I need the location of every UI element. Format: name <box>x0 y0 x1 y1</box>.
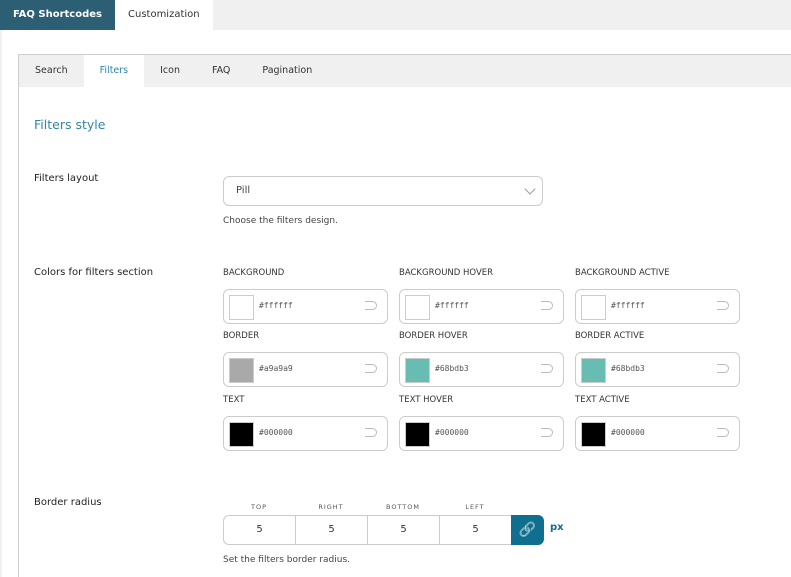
reset-icon[interactable] <box>541 301 553 310</box>
color-field[interactable]: #000000 <box>223 416 388 451</box>
tab-customization[interactable]: Customization <box>115 0 213 30</box>
right-label: RIGHT <box>318 503 344 511</box>
chevron-down-icon <box>524 183 536 195</box>
color-field[interactable]: #000000 <box>399 416 564 451</box>
color-swatch[interactable] <box>229 422 254 447</box>
color-hex[interactable]: #000000 <box>435 428 469 437</box>
color-hex[interactable]: #68bdb3 <box>611 364 645 373</box>
color-hex[interactable]: #ffffff <box>611 301 645 310</box>
top-tabs: FAQ Shortcodes Customization <box>0 0 213 30</box>
top-label: TOP <box>250 503 267 511</box>
reset-icon[interactable] <box>717 364 729 373</box>
color-hex[interactable]: #000000 <box>611 428 645 437</box>
color-swatch[interactable] <box>581 295 606 320</box>
tab-pagination[interactable]: Pagination <box>262 65 313 76</box>
radius-bottom-input[interactable]: 5 <box>367 515 439 545</box>
reset-icon[interactable] <box>541 364 553 373</box>
color-field[interactable]: #ffffff <box>575 289 740 324</box>
color-hex[interactable]: #68bdb3 <box>435 364 469 373</box>
color-label: BACKGROUND ACTIVE <box>575 268 670 278</box>
color-hex[interactable]: #ffffff <box>435 301 469 310</box>
radius-right-input[interactable]: 5 <box>295 515 367 545</box>
tab-search[interactable]: Search <box>35 65 68 76</box>
color-label: BORDER HOVER <box>399 331 468 341</box>
radius-left-input[interactable]: 5 <box>439 515 511 545</box>
color-field[interactable]: #ffffff <box>223 289 388 324</box>
tab-faq-shortcodes[interactable]: FAQ Shortcodes <box>0 0 115 30</box>
tab-icon[interactable]: Icon <box>160 65 180 76</box>
color-hex[interactable]: #ffffff <box>259 301 293 310</box>
color-swatch[interactable] <box>405 422 430 447</box>
reset-icon[interactable] <box>365 364 377 373</box>
reset-icon[interactable] <box>717 428 729 437</box>
color-hex[interactable]: #a9a9a9 <box>259 364 293 373</box>
settings-panel: Search Filters Icon FAQ Pagination Filte… <box>18 54 791 577</box>
color-hex[interactable]: #000000 <box>259 428 293 437</box>
radius-top-input[interactable]: 5 <box>223 515 295 545</box>
reset-icon[interactable] <box>365 301 377 310</box>
color-label: TEXT HOVER <box>399 395 454 405</box>
left-label: LEFT <box>465 503 485 511</box>
color-field[interactable]: #ffffff <box>399 289 564 324</box>
reset-icon[interactable] <box>717 301 729 310</box>
reset-icon[interactable] <box>365 428 377 437</box>
color-field[interactable]: #000000 <box>575 416 740 451</box>
color-label: BORDER ACTIVE <box>575 331 645 341</box>
color-label: TEXT ACTIVE <box>575 395 630 405</box>
tab-faq[interactable]: FAQ <box>211 65 231 76</box>
section-title: Filters style <box>34 117 106 132</box>
border-radius-label: Border radius <box>34 497 102 508</box>
color-field[interactable]: #68bdb3 <box>575 352 740 387</box>
filters-layout-label: Filters layout <box>34 173 99 184</box>
selected-value: Pill <box>236 185 251 196</box>
color-label: TEXT <box>223 395 245 405</box>
border-radius-inputs: 5 5 5 5 🔗 px <box>223 515 564 545</box>
color-swatch[interactable] <box>581 422 606 447</box>
sub-tabs: Search Filters Icon FAQ Pagination <box>19 55 791 87</box>
bottom-label: BOTTOM <box>385 503 420 511</box>
colors-label: Colors for filters section <box>34 267 154 278</box>
color-swatch[interactable] <box>581 358 606 383</box>
link-values-button[interactable]: 🔗 <box>511 515 544 545</box>
color-swatch[interactable] <box>229 295 254 320</box>
filters-layout-select[interactable]: Pill <box>223 176 543 206</box>
color-swatch[interactable] <box>405 295 430 320</box>
unit-label: px <box>550 522 564 533</box>
filters-layout-help: Choose the filters design. <box>223 216 338 226</box>
tab-filters[interactable]: Filters <box>83 55 145 87</box>
color-label: BORDER <box>223 331 260 341</box>
color-swatch[interactable] <box>229 358 254 383</box>
color-label: BACKGROUND HOVER <box>399 268 494 278</box>
color-label: BACKGROUND <box>223 268 285 278</box>
link-icon: 🔗 <box>518 522 537 538</box>
color-field[interactable]: #68bdb3 <box>399 352 564 387</box>
color-swatch[interactable] <box>405 358 430 383</box>
color-field[interactable]: #a9a9a9 <box>223 352 388 387</box>
reset-icon[interactable] <box>541 428 553 437</box>
border-radius-help: Set the filters border radius. <box>223 555 351 565</box>
